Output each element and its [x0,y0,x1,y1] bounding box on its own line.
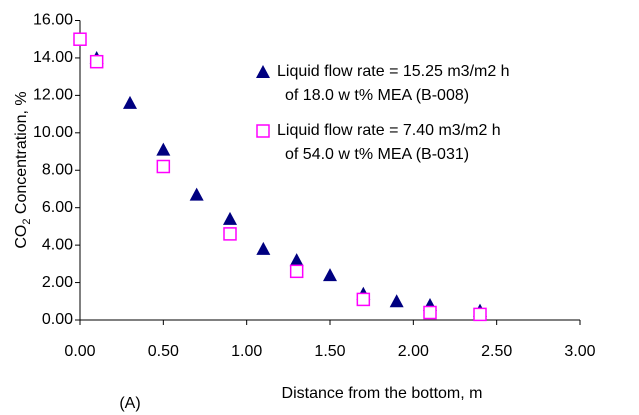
square-marker [289,264,304,279]
triangle-marker [256,65,270,78]
x-tick-label: 0.00 [64,343,95,360]
triangle-marker [189,187,204,201]
y-tick-label: 12.00 [33,87,73,104]
triangle-marker [256,241,271,255]
x-tick-label: 3.00 [564,343,595,360]
square-marker [223,227,237,241]
triangle-marker [389,294,404,308]
legend-label: Liquid flow rate = 15.25 m3/m2 h [277,63,510,80]
triangle-marker [223,211,237,225]
x-tick-label: 0.50 [148,343,179,360]
y-tick-label: 2.00 [42,274,73,291]
y-label-main: CO [13,225,30,249]
square-marker [423,305,437,320]
square-marker [89,54,104,69]
triangle-marker [323,268,337,282]
y-tick-label: 16.00 [33,12,73,29]
square-marker [73,32,87,46]
y-tick-label: 0.00 [42,311,73,328]
y-tick-label: 6.00 [42,199,73,216]
legend-label: Liquid flow rate = 7.40 m3/m2 h [277,122,501,139]
square-marker [256,124,270,138]
x-tick-label: 1.00 [231,343,262,360]
square-marker [156,159,171,174]
x-axis-label: Distance from the bottom, m [282,385,483,402]
triangle-marker [123,95,137,109]
y-tick-label: 10.00 [33,124,73,141]
x-tick-label: 2.50 [481,343,512,360]
y-tick-label: 4.00 [42,236,73,253]
y-label-sub: 2 [21,219,33,225]
legend-label: of 54.0 w t% MEA (B-031) [285,146,469,163]
triangle-marker [289,253,304,267]
x-tick-label: 1.50 [314,343,345,360]
x-tick-label: 2.00 [398,343,429,360]
y-axis-label: CO2 Concentration, % [13,91,33,248]
legend-label: of 18.0 w t% MEA (B-008) [285,87,469,104]
square-marker [356,292,371,307]
triangle-marker [156,142,171,156]
annotation: (A) [119,395,140,412]
y-tick-label: 8.00 [42,161,73,178]
y-tick-label: 14.00 [33,49,73,66]
square-marker [473,307,487,322]
y-label-rest: Concentration, % [13,91,30,218]
